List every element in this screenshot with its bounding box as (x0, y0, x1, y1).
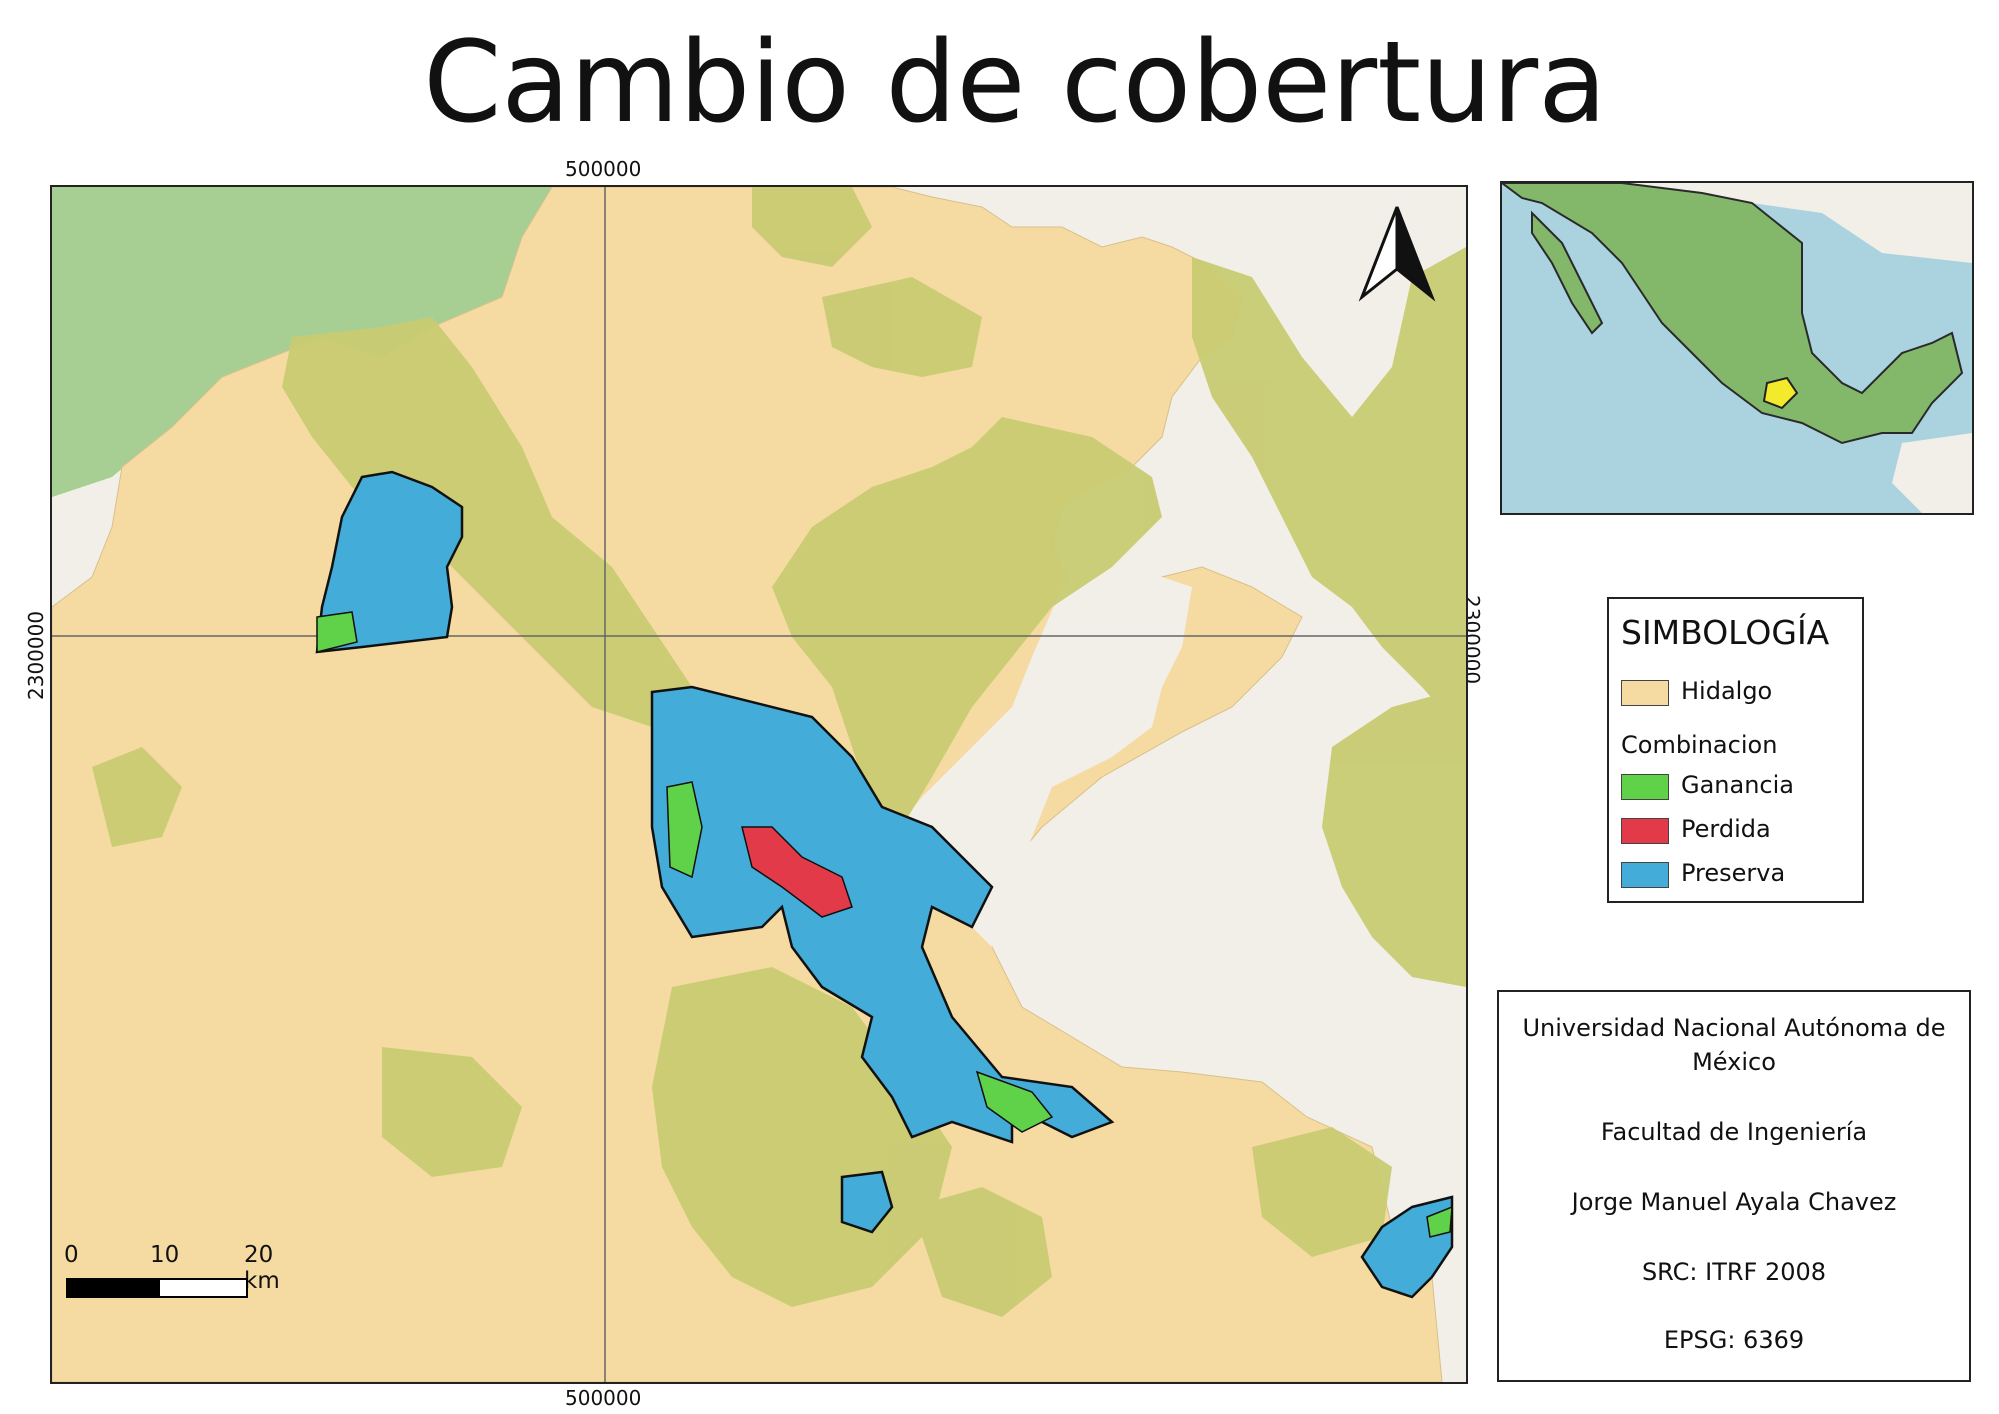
grid-label-bottom: 500000 (565, 1386, 642, 1410)
study-polygons (315, 470, 1454, 1299)
forest-8 (382, 1047, 522, 1177)
forest-10 (1252, 1127, 1392, 1257)
grid-label-top: 500000 (565, 157, 642, 181)
info-author: Jorge Manuel Ayala Chavez (1571, 1188, 1897, 1216)
mexico-country (1502, 183, 1964, 445)
forest-4 (772, 417, 1162, 827)
legend-label-perdida: Perdida (1681, 815, 1771, 843)
grid-label-left: 2300000 (24, 610, 48, 700)
legend-swatch-ganancia (1621, 774, 1669, 800)
scale-segment-white (158, 1278, 248, 1298)
polygon-se-gain (1426, 1205, 1453, 1238)
forest-9 (912, 1187, 1052, 1317)
scale-label-20: 20 km (244, 1242, 280, 1294)
hidalgo-highlight (1762, 376, 1799, 410)
forest-11 (92, 747, 182, 847)
polygon-nw-gain (316, 611, 358, 653)
baja-california (1531, 210, 1604, 335)
forest-1 (282, 317, 692, 727)
legend-swatch-hidalgo (1621, 680, 1669, 706)
usa-land (1502, 183, 1972, 263)
legend: SIMBOLOGÍA Hidalgo Combinacion Ganancia … (1607, 597, 1864, 903)
polygon-central-gain-2 (975, 1070, 1054, 1133)
legend-label-hidalgo: Hidalgo (1681, 677, 1773, 705)
forest-3 (752, 187, 872, 267)
locator-map[interactable] (1500, 181, 1974, 515)
legend-label-preserva: Preserva (1681, 859, 1786, 887)
legend-group-title: Combinacion (1621, 731, 1778, 759)
valley-outside (882, 567, 1192, 947)
central-america-land (1892, 433, 1972, 513)
locator-map-svg (1502, 183, 1972, 513)
map-title: Cambio de cobertura (423, 18, 1607, 148)
forest-patches (92, 187, 1466, 1317)
main-map-svg (52, 187, 1466, 1382)
info-university-line2: México (1692, 1048, 1776, 1076)
info-university-line1: Universidad Nacional Autónoma de (1522, 1014, 1946, 1042)
polygon-central-gain-1 (666, 781, 703, 879)
polygon-south (840, 1170, 894, 1234)
forest-2 (822, 277, 982, 377)
scale-label-10: 10 (150, 1242, 180, 1268)
forest-6 (1322, 687, 1466, 987)
info-faculty: Facultad de Ingeniería (1600, 1118, 1868, 1146)
scale-label-0: 0 (64, 1242, 79, 1268)
legend-label-ganancia: Ganancia (1681, 771, 1795, 799)
polygon-central-loss (741, 826, 853, 918)
legend-swatch-perdida (1621, 818, 1669, 844)
legend-title: SIMBOLOGÍA (1621, 613, 1830, 652)
main-map[interactable]: 0 10 20 km (50, 185, 1468, 1384)
info-src: SRC: ITRF 2008 (1641, 1258, 1827, 1286)
legend-swatch-preserva (1621, 862, 1669, 888)
info-box: Universidad Nacional Autónoma de México … (1497, 990, 1971, 1382)
forest-5 (1192, 247, 1466, 737)
north-arrow-icon (1358, 206, 1436, 302)
info-epsg: EPSG: 6369 (1663, 1326, 1805, 1354)
scale-segment-black (66, 1278, 160, 1298)
polygon-nw (315, 470, 464, 654)
